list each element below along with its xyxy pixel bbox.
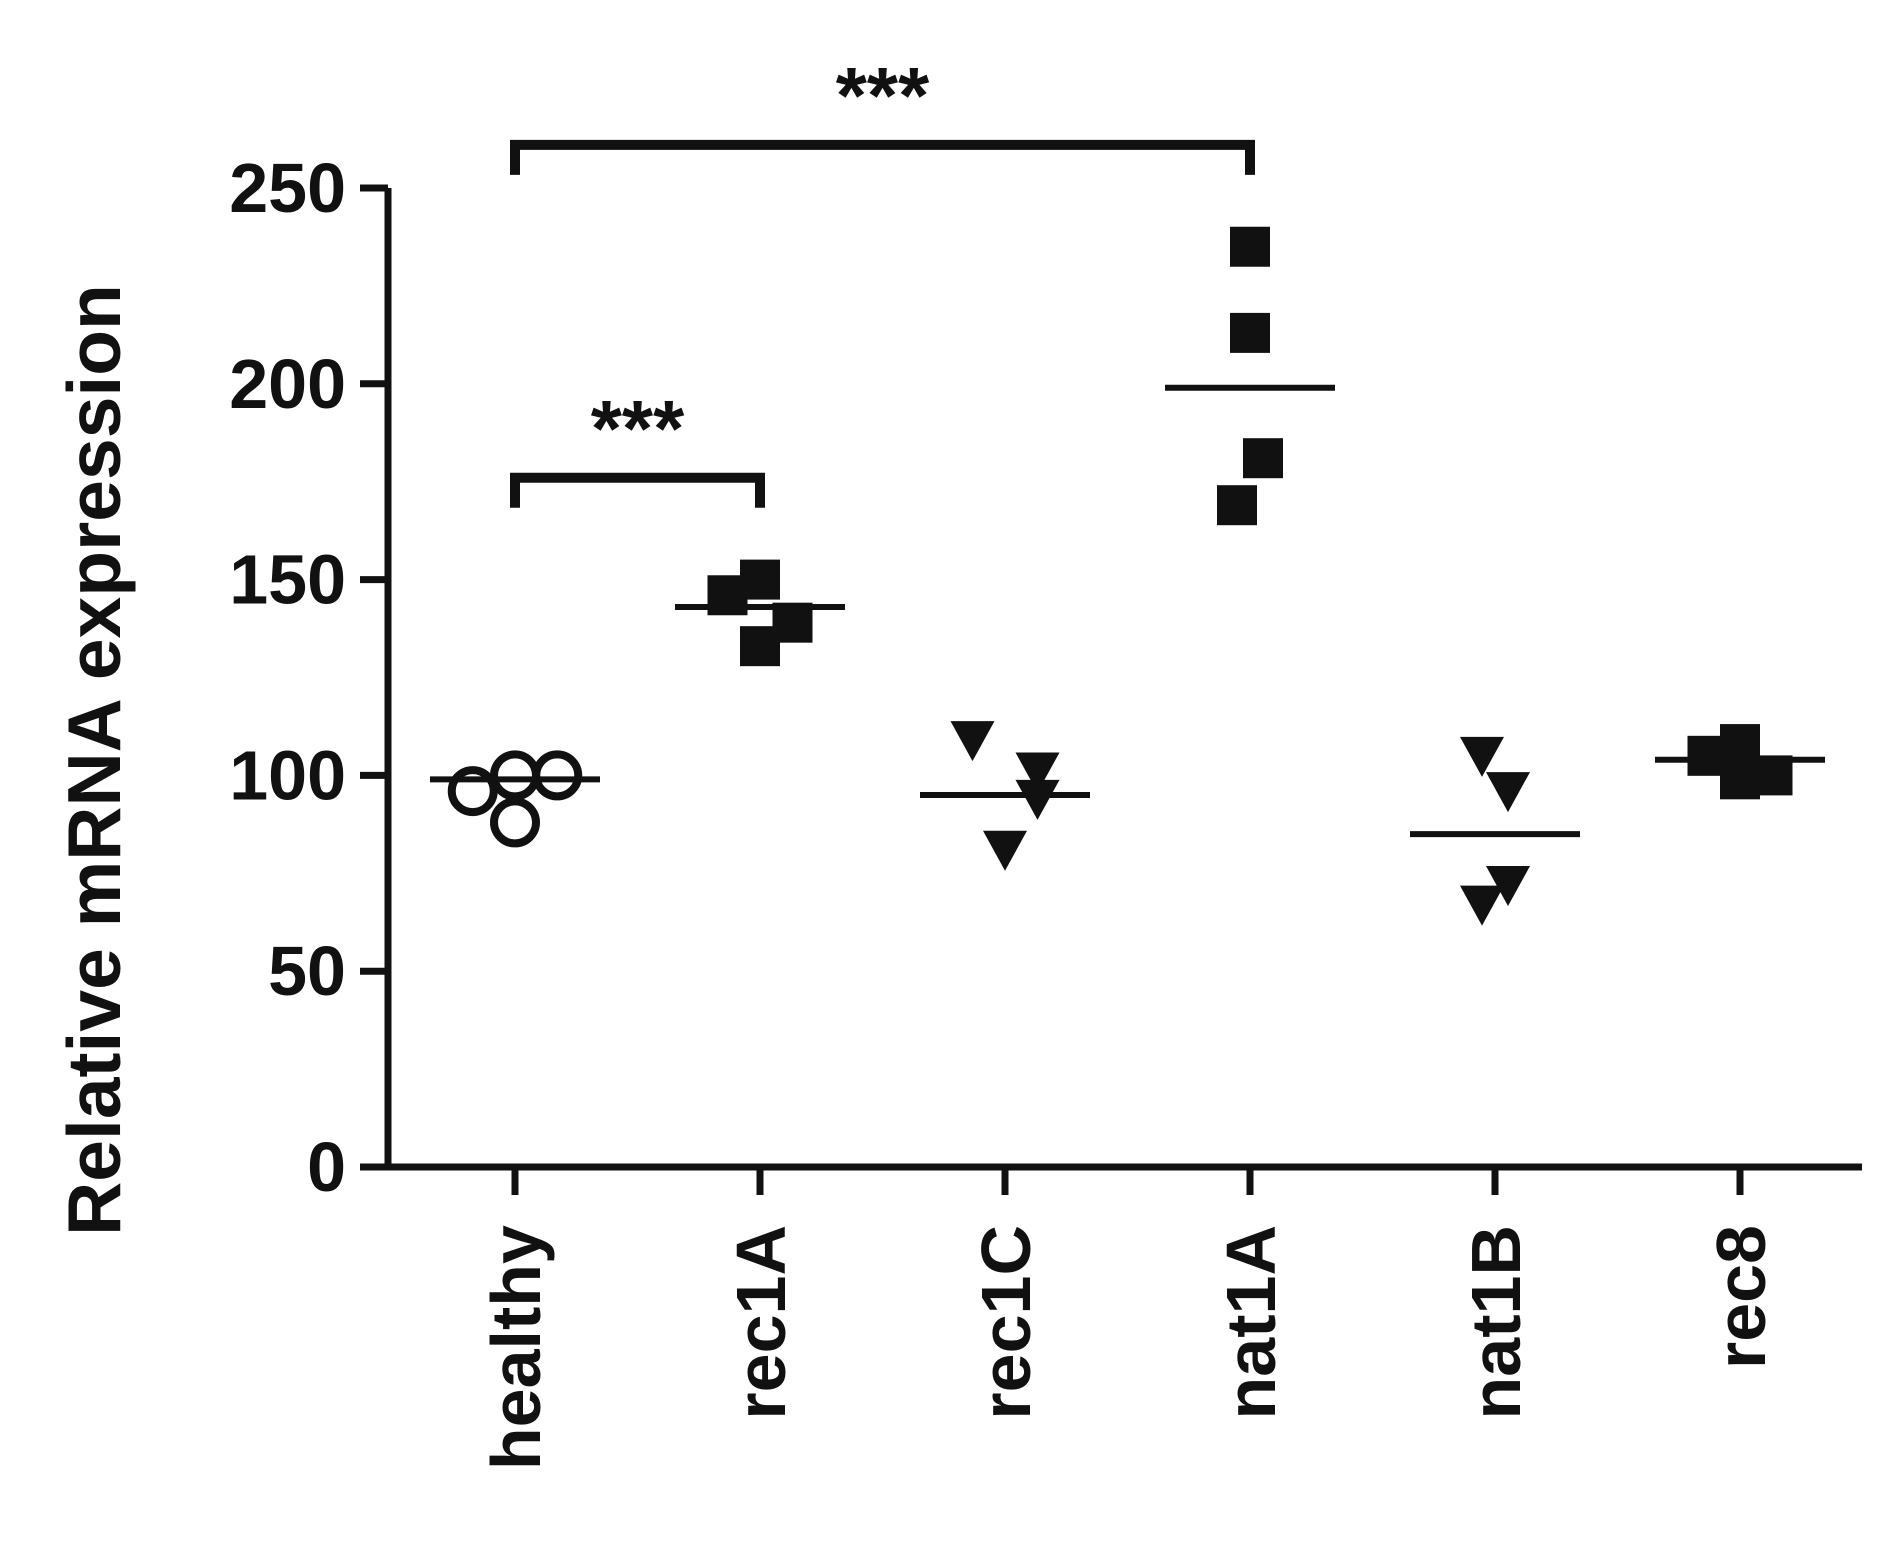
data-point bbox=[950, 721, 995, 762]
data-point bbox=[1460, 885, 1504, 926]
data-point bbox=[1243, 438, 1283, 479]
data-point bbox=[1720, 759, 1760, 800]
data-point bbox=[1486, 772, 1530, 813]
data-point bbox=[1217, 485, 1257, 526]
significance-annotations: *** *** bbox=[510, 51, 1255, 508]
data-point bbox=[490, 797, 540, 848]
series-nat1A bbox=[1165, 226, 1335, 526]
x-tick-label: nat1B bbox=[1457, 1225, 1535, 1419]
data-point bbox=[1015, 752, 1060, 793]
data-point bbox=[1230, 226, 1270, 267]
chart-axes: 0 50 100 150 200 250 healthy rec1A rec1C nat1A nat… bbox=[229, 149, 1862, 1470]
y-tick-label: 150 bbox=[229, 541, 346, 619]
y-tick-label: 0 bbox=[307, 1128, 346, 1206]
y-tick-label: 100 bbox=[229, 736, 346, 814]
y-tick-label: 50 bbox=[268, 932, 346, 1010]
data-point bbox=[490, 750, 540, 801]
series-rec8 bbox=[1655, 724, 1825, 800]
data-point bbox=[1015, 779, 1060, 820]
series-rec1A bbox=[675, 559, 845, 667]
data-point bbox=[1460, 736, 1504, 777]
data-point bbox=[740, 559, 780, 600]
significance-label: *** bbox=[836, 51, 930, 140]
significance-bracket bbox=[510, 139, 1255, 175]
x-tick-label: rec1C bbox=[967, 1225, 1045, 1420]
significance-bracket bbox=[510, 472, 765, 508]
x-tick-label: rec1A bbox=[722, 1225, 800, 1420]
significance-label: *** bbox=[591, 384, 685, 473]
chart-marks bbox=[430, 226, 1825, 926]
y-axis-label: Relative mRNA expression bbox=[52, 284, 136, 1236]
data-point bbox=[1230, 312, 1270, 353]
x-tick-label: rec8 bbox=[1702, 1225, 1780, 1369]
data-point bbox=[532, 750, 583, 801]
y-tick-label: 250 bbox=[229, 149, 346, 227]
series-nat1B bbox=[1410, 736, 1580, 926]
x-tick-label: nat1A bbox=[1212, 1225, 1290, 1419]
y-tick-label: 200 bbox=[229, 345, 346, 423]
x-tick-label: healthy bbox=[477, 1225, 555, 1470]
series-healthy bbox=[430, 750, 600, 848]
data-point bbox=[1486, 866, 1530, 907]
data-point bbox=[740, 626, 780, 667]
series-rec1C bbox=[920, 721, 1090, 871]
data-point bbox=[983, 830, 1027, 871]
